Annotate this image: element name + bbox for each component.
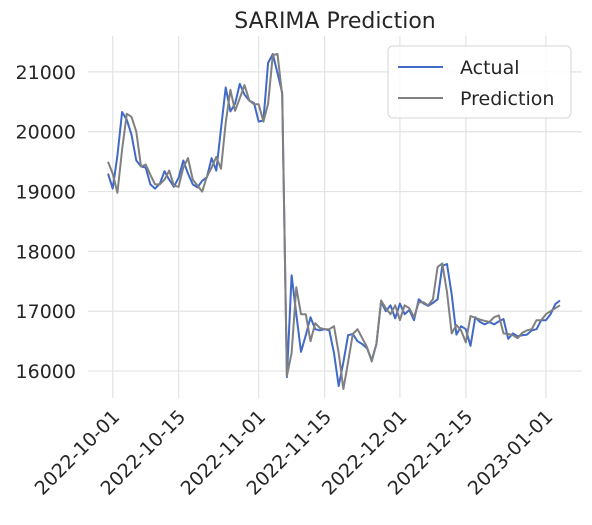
y-axis-ticks: 16000 17000 18000 19000 20000 21000: [16, 62, 76, 383]
y-tick-label: 19000: [16, 182, 76, 204]
y-tick-label: 18000: [16, 241, 76, 263]
chart-title: SARIMA Prediction: [234, 9, 436, 34]
x-axis-ticks: 2022-10-012022-10-152022-11-012022-11-15…: [31, 406, 558, 500]
x-tick-label: 2023-01-01: [464, 406, 558, 500]
y-tick-label: 20000: [16, 122, 76, 144]
series-line-prediction: [107, 53, 561, 390]
legend-label-actual: Actual: [460, 57, 520, 79]
series-lines: [107, 53, 561, 390]
legend-box: [387, 45, 572, 119]
legend-label-prediction: Prediction: [460, 88, 554, 110]
legend: Actual Prediction: [387, 45, 572, 119]
y-tick-label: 17000: [16, 301, 76, 323]
y-tick-label: 16000: [16, 361, 76, 383]
y-tick-label: 21000: [16, 62, 76, 84]
series-line-actual: [107, 53, 561, 387]
